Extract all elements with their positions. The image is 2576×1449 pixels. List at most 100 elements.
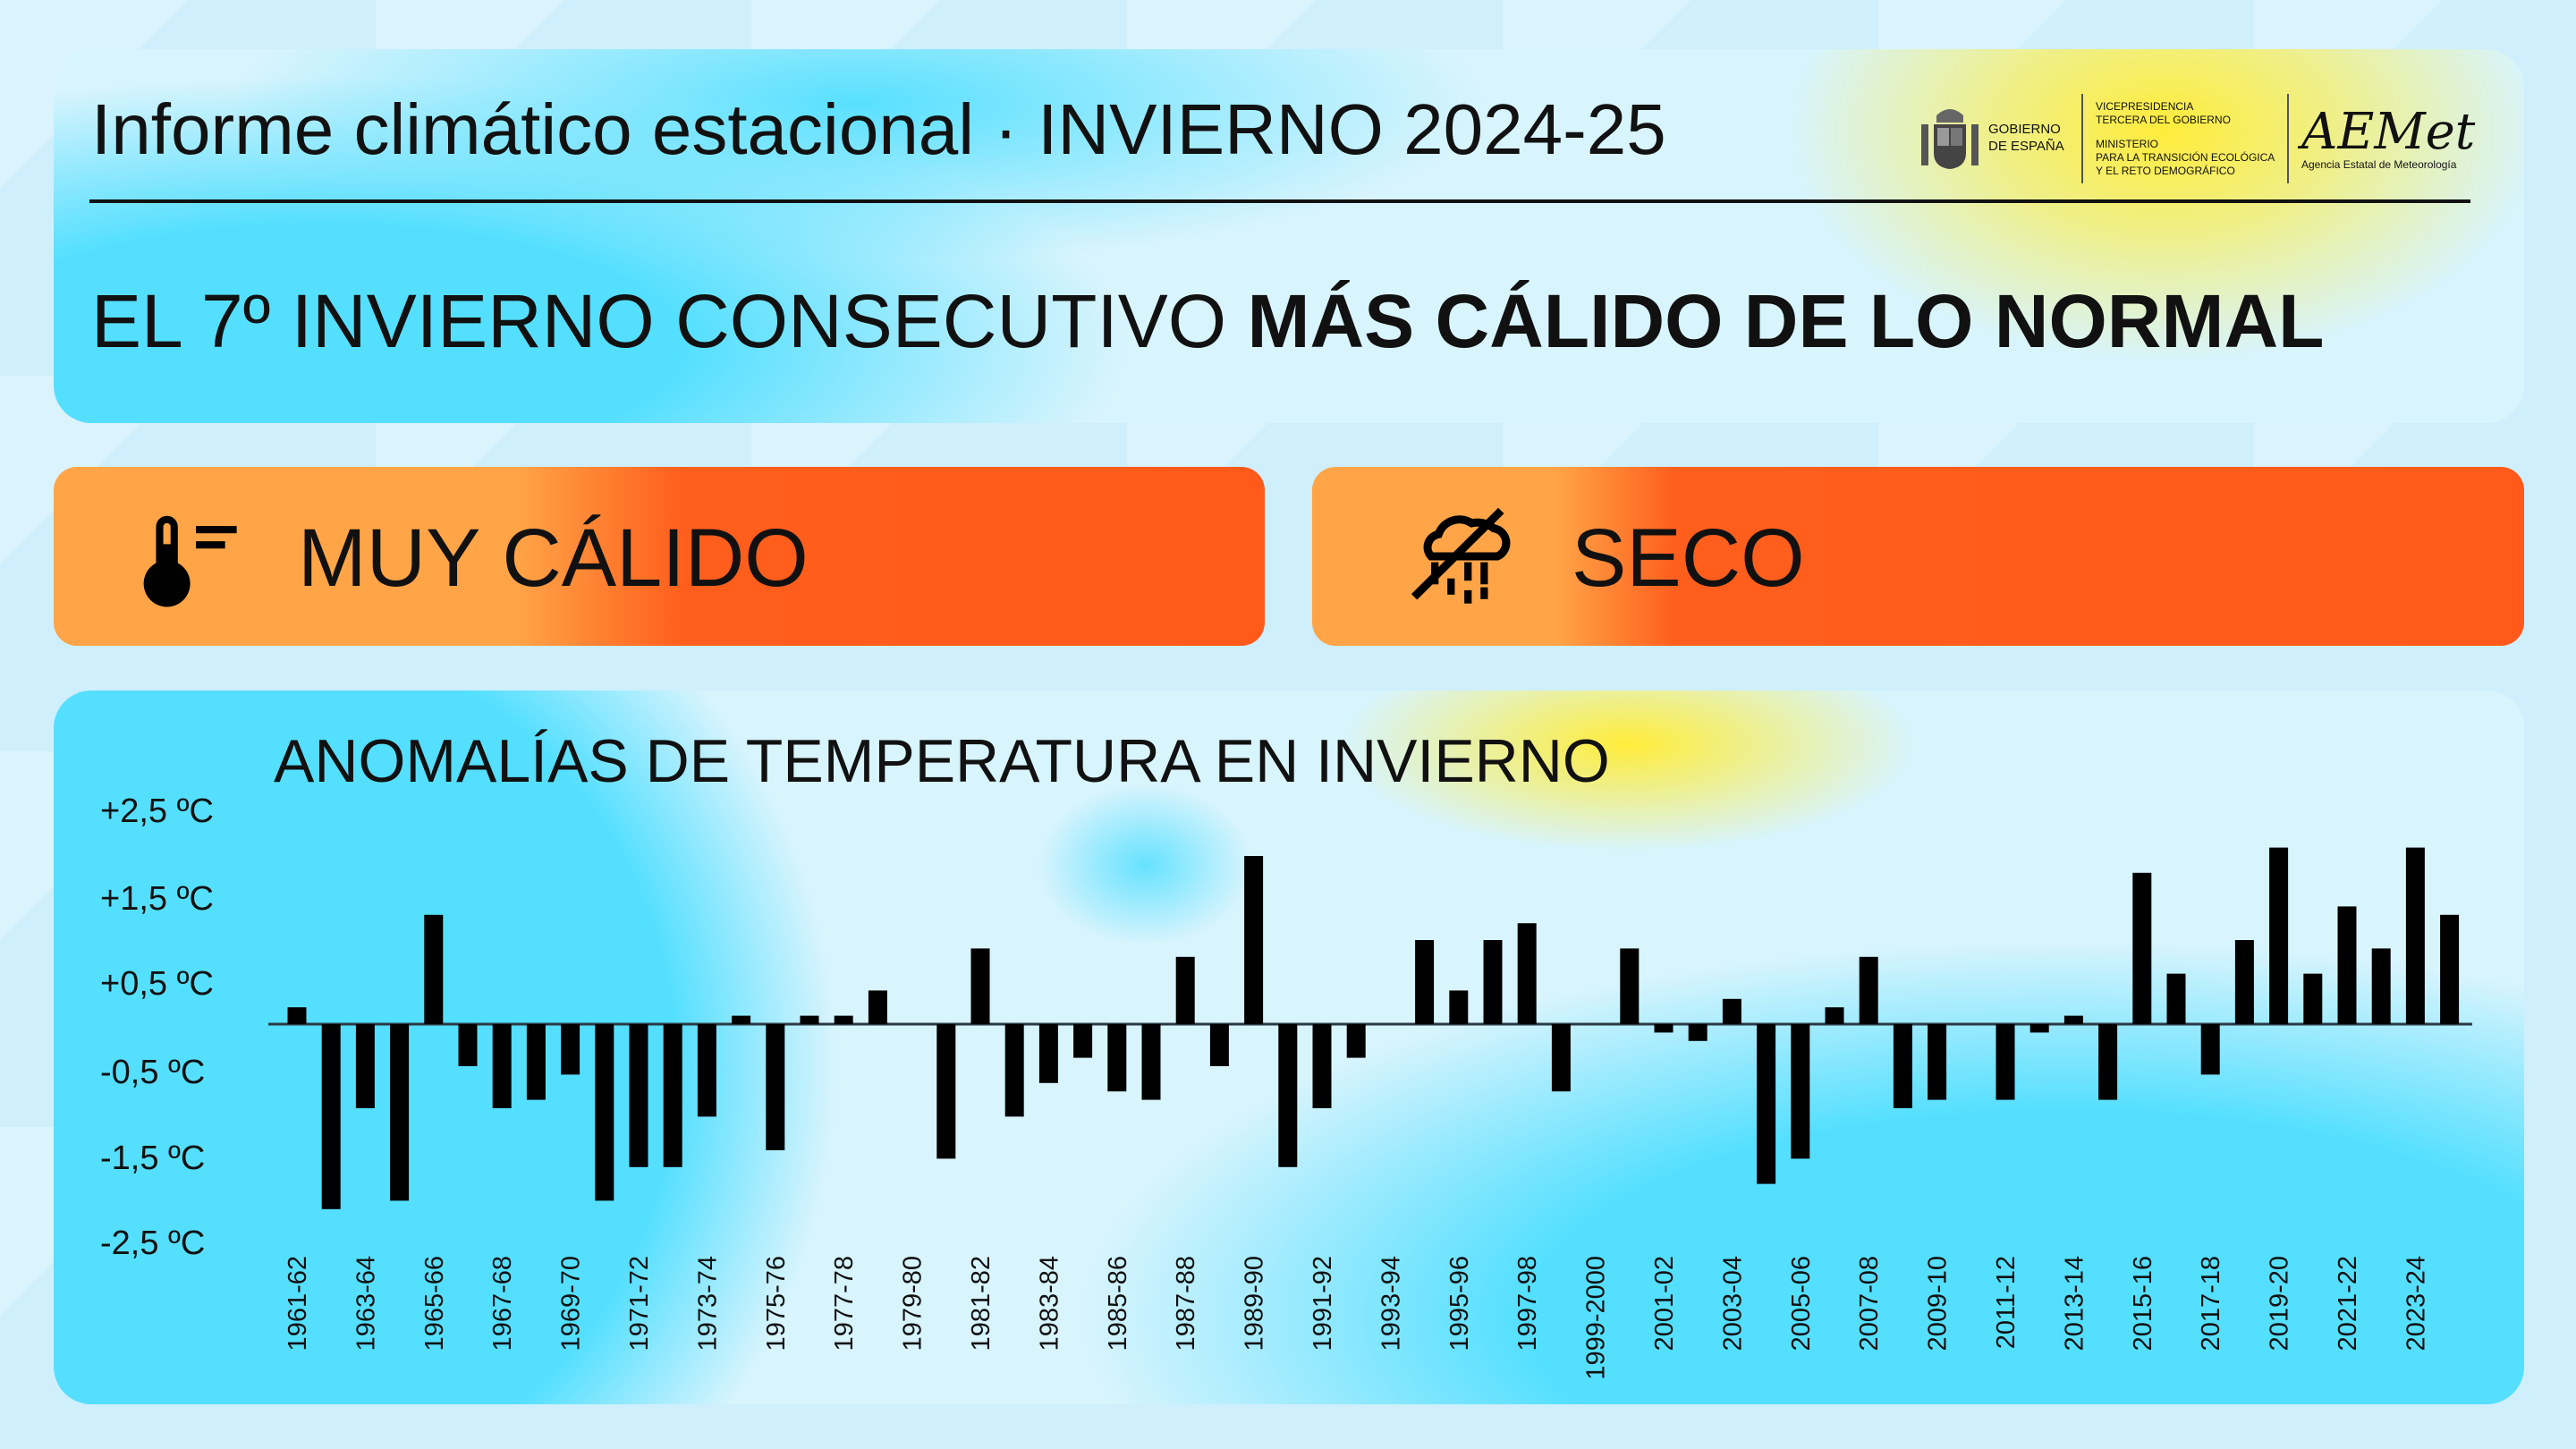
x-tick-label: 2015-16 bbox=[2129, 1256, 2157, 1351]
bar-2020-21 bbox=[2303, 973, 2323, 1024]
divider bbox=[2081, 94, 2083, 183]
bar-1991-92 bbox=[1312, 1024, 1332, 1108]
x-tick-label: 1991-92 bbox=[1309, 1256, 1337, 1351]
y-tick-label: +2,5 ºC bbox=[100, 792, 214, 830]
bar-2016-17 bbox=[2166, 973, 2186, 1024]
bar-1997-98 bbox=[1517, 923, 1537, 1024]
bar-1964-65 bbox=[390, 1024, 410, 1201]
bar-1995-96 bbox=[1449, 990, 1469, 1024]
bar-1965-66 bbox=[424, 914, 444, 1024]
min-line: PARA LA TRANSICIÓN ECOLÓGICA bbox=[2096, 150, 2275, 164]
badge-label: SECO bbox=[1572, 513, 1805, 604]
x-tick-label: 1987-88 bbox=[1172, 1256, 1200, 1351]
divider bbox=[2287, 94, 2289, 183]
bar-2003-04 bbox=[1722, 998, 1741, 1024]
bar-1967-68 bbox=[492, 1024, 512, 1108]
x-tick-label: 1961-62 bbox=[284, 1256, 312, 1351]
x-tick-label: 1973-74 bbox=[693, 1256, 722, 1351]
bar-2023-24 bbox=[2405, 847, 2425, 1024]
bar-1974-75 bbox=[732, 1015, 751, 1024]
x-tick-label: 1969-70 bbox=[557, 1256, 586, 1351]
bar-1969-70 bbox=[561, 1024, 580, 1075]
thermometer-warm-icon bbox=[143, 515, 237, 607]
x-tick-label: 2001-02 bbox=[1650, 1256, 1679, 1351]
aemet-subtitle: Agencia Estatal de Meteorología bbox=[2301, 157, 2457, 171]
bar-2008-09 bbox=[1893, 1024, 1912, 1108]
x-tick-label: 1975-76 bbox=[762, 1256, 791, 1351]
x-tick-label: 2005-06 bbox=[1787, 1256, 1816, 1351]
headline-bold: MÁS CÁLIDO DE LO NORMAL bbox=[1247, 279, 2325, 363]
min-line: MINISTERIO bbox=[2096, 137, 2159, 150]
bar-2000-01 bbox=[1620, 948, 1640, 1024]
bar-1972-73 bbox=[663, 1024, 682, 1167]
bar-2013-14 bbox=[2063, 1015, 2083, 1024]
bar-1977-78 bbox=[834, 1015, 853, 1024]
x-tick-label: 2013-14 bbox=[2060, 1256, 2089, 1351]
x-tick-label: 1983-84 bbox=[1035, 1256, 1063, 1351]
bar-2021-22 bbox=[2337, 906, 2357, 1024]
bar-2014-15 bbox=[2098, 1024, 2118, 1100]
x-tick-label: 2009-10 bbox=[1924, 1256, 1953, 1351]
bar-1986-87 bbox=[1141, 1024, 1161, 1100]
bar-1990-91 bbox=[1278, 1024, 1298, 1167]
page-title: Informe climático estacional · INVIERNO … bbox=[91, 89, 1666, 169]
chart-panel: ANOMALÍAS DE TEMPERATURA EN INVIERNO +2,… bbox=[54, 691, 2524, 1404]
badge-label: MUY CÁLIDO bbox=[298, 513, 809, 604]
gob-line: DE ESPAÑA bbox=[1988, 139, 2064, 154]
bar-2019-20 bbox=[2269, 847, 2289, 1024]
bar-1987-88 bbox=[1175, 956, 1195, 1024]
x-tick-label: 1989-90 bbox=[1241, 1256, 1269, 1351]
bar-1983-84 bbox=[1038, 1024, 1058, 1083]
bar-2012-13 bbox=[2029, 1024, 2049, 1033]
bar-1963-64 bbox=[355, 1024, 375, 1108]
bar-2004-05 bbox=[1757, 1024, 1776, 1184]
aemet-logo: AEMet Agencia Estatal de Meteorología bbox=[2301, 106, 2475, 172]
bar-1976-77 bbox=[800, 1015, 819, 1024]
ministry-text: VICEPRESIDENCIA TERCERA DEL GOBIERNO MIN… bbox=[2096, 100, 2275, 178]
x-tick-label: 1967-68 bbox=[488, 1256, 517, 1351]
gob-line: GOBIERNO bbox=[1988, 122, 2061, 138]
x-tick-label: 2003-04 bbox=[1718, 1256, 1747, 1351]
bar-2024-25 bbox=[2440, 914, 2460, 1024]
logos: GOBIERNO DE ESPAÑA VICEPRESIDENCIA TERCE… bbox=[1919, 89, 2524, 188]
no-rain-cloud-icon bbox=[1411, 507, 1511, 604]
x-tick-label: 1963-64 bbox=[352, 1256, 380, 1351]
bar-2001-02 bbox=[1654, 1024, 1674, 1033]
bar-2011-12 bbox=[1996, 1024, 2015, 1100]
bar-1992-93 bbox=[1346, 1024, 1366, 1058]
bar-chart: 1961-62 1963-64 1965-66 1967-68 1969-70 1971-… bbox=[268, 847, 2472, 1380]
bar-2015-16 bbox=[2132, 872, 2152, 1024]
min-line: Y EL RETO DEMOGRÁFICO bbox=[2096, 164, 2235, 177]
x-tick-label: 1981-82 bbox=[967, 1256, 996, 1351]
bar-1998-99 bbox=[1551, 1024, 1571, 1092]
bar-1996-97 bbox=[1483, 940, 1503, 1024]
y-tick-label: -1,5 ºC bbox=[100, 1140, 206, 1177]
vice-line: TERCERA DEL GOBIERNO bbox=[2096, 113, 2231, 126]
x-tick-label: 2011-12 bbox=[1992, 1256, 2021, 1349]
x-tick-label: 1971-72 bbox=[625, 1256, 654, 1351]
vice-line: VICEPRESIDENCIA bbox=[2096, 99, 2194, 113]
x-tick-label: 2019-20 bbox=[2266, 1256, 2294, 1351]
x-tick-label: 1985-86 bbox=[1104, 1256, 1132, 1351]
badge-precipitation: SECO bbox=[1312, 467, 2524, 646]
bar-1968-69 bbox=[526, 1024, 546, 1100]
bar-1962-63 bbox=[321, 1024, 341, 1209]
bar-2002-03 bbox=[1688, 1024, 1707, 1041]
bar-1985-86 bbox=[1107, 1024, 1127, 1092]
bar-2006-07 bbox=[1825, 1007, 1844, 1024]
x-tick-label: 2007-08 bbox=[1855, 1256, 1884, 1351]
bar-1975-76 bbox=[766, 1024, 785, 1150]
bar-1989-90 bbox=[1244, 856, 1264, 1024]
title-rule bbox=[89, 199, 2470, 203]
y-tick-label: +0,5 ºC bbox=[100, 965, 214, 1003]
bar-1994-95 bbox=[1415, 940, 1435, 1024]
bar-1970-71 bbox=[595, 1024, 614, 1201]
x-tick-label: 2023-24 bbox=[2402, 1256, 2430, 1351]
headline: EL 7º INVIERNO CONSECUTIVO MÁS CÁLIDO DE… bbox=[91, 278, 2324, 365]
x-tick-label: 1993-94 bbox=[1377, 1256, 1405, 1351]
y-tick-label: -0,5 ºC bbox=[100, 1054, 206, 1091]
bar-1988-89 bbox=[1209, 1024, 1229, 1066]
x-tick-label: 1977-78 bbox=[830, 1256, 859, 1351]
bar-1971-72 bbox=[629, 1024, 648, 1167]
bar-1984-85 bbox=[1073, 1024, 1093, 1058]
